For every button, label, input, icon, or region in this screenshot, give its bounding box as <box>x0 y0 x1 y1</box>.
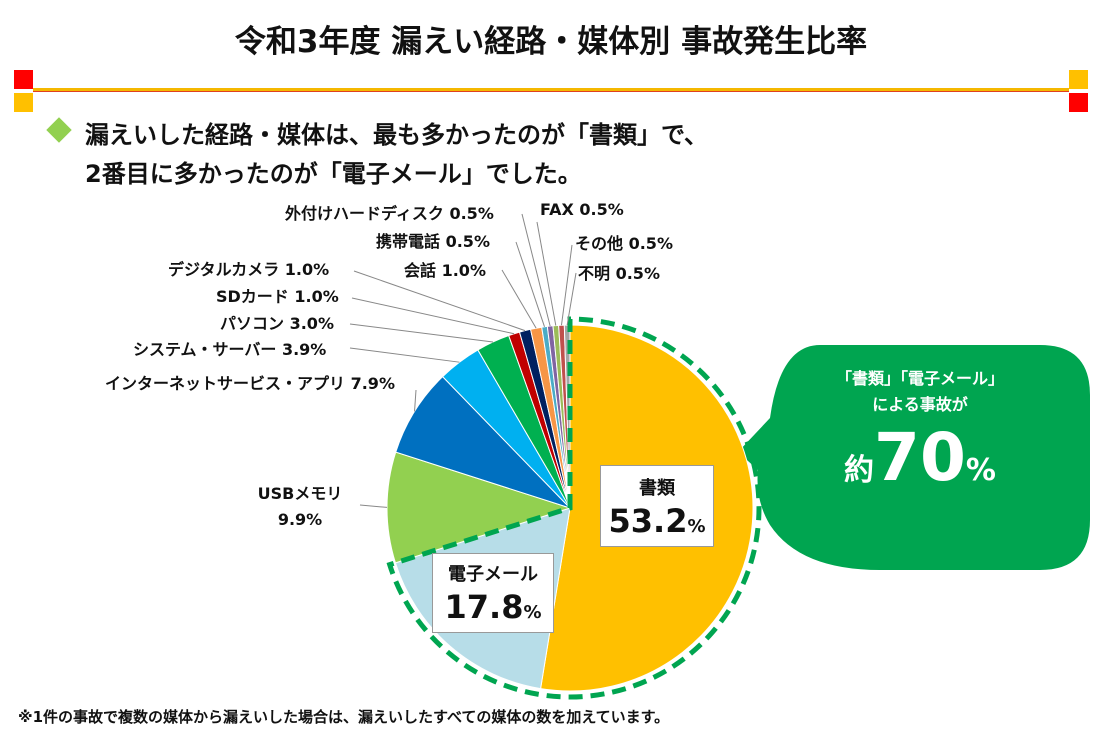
divider-line <box>33 88 1069 91</box>
divider-line-shadow <box>33 91 1069 92</box>
callout-line-1: 「書類」「電子メール」 <box>835 369 1004 388</box>
leader-line-6 <box>351 297 515 335</box>
leader-line-3 <box>414 389 417 412</box>
leader-line-12 <box>560 244 573 326</box>
callout-line-2: による事故が <box>872 395 968 414</box>
leader-line-4 <box>349 347 460 363</box>
callout-shape <box>738 345 1090 570</box>
label-sd-card: SDカード 1.0% <box>216 287 339 306</box>
label-internet-service: インターネットサービス・アプリ 7.9% <box>105 374 395 393</box>
leader-line-13 <box>566 272 577 326</box>
leader-line-8 <box>501 269 537 329</box>
label-conversation: 会話 1.0% <box>404 261 486 280</box>
callout-bubble: 「書類」「電子メール」 による事故が 約70% <box>770 365 1070 496</box>
leader-line-5 <box>349 323 494 343</box>
leader-line-9 <box>515 241 545 327</box>
label-external-hdd: 外付けハードディスク 0.5% <box>285 204 494 223</box>
red-square-left <box>14 70 33 89</box>
yellow-square-right <box>1069 70 1088 89</box>
pie-slice-2 <box>386 451 572 564</box>
label-digital-camera: デジタルカメラ 1.0% <box>168 260 330 279</box>
leader-line-10 <box>521 213 551 327</box>
red-square-right <box>1069 93 1088 112</box>
yellow-square-left <box>14 93 33 112</box>
callout-value: 約70% <box>844 419 996 496</box>
label-mobile-phone: 携帯電話 0.5% <box>376 232 490 251</box>
footnote: ※1件の事故で複数の媒体から漏えいした場合は、漏えいしたすべての媒体の数を加えて… <box>18 708 670 726</box>
label-other: その他 0.5% <box>575 234 673 253</box>
highlight-outline <box>386 316 762 700</box>
label-email: 電子メール 17.8% <box>432 553 554 633</box>
lead-text-1: 漏えいした経路・媒体は、最も多かったのが「書類」で、 <box>85 121 709 149</box>
label-unknown: 不明 0.5% <box>578 264 660 283</box>
label-pc: パソコン 3.0% <box>220 314 334 333</box>
leader-line-11 <box>536 221 557 326</box>
slide-title: 令和3年度 漏えい経路・媒体別 事故発生比率 <box>234 24 868 60</box>
label-system-server: システム・サーバー 3.9% <box>133 340 327 359</box>
leader-line-2 <box>359 504 388 508</box>
lead-text-2: 2番目に多かったのが「電子メール」でした。 <box>85 160 582 188</box>
label-documents: 書類 53.2% <box>600 465 714 547</box>
label-fax: FAX 0.5% <box>540 200 624 219</box>
label-usb-memory: USBメモリ 9.9% <box>257 484 343 529</box>
leader-line-7 <box>353 270 526 332</box>
